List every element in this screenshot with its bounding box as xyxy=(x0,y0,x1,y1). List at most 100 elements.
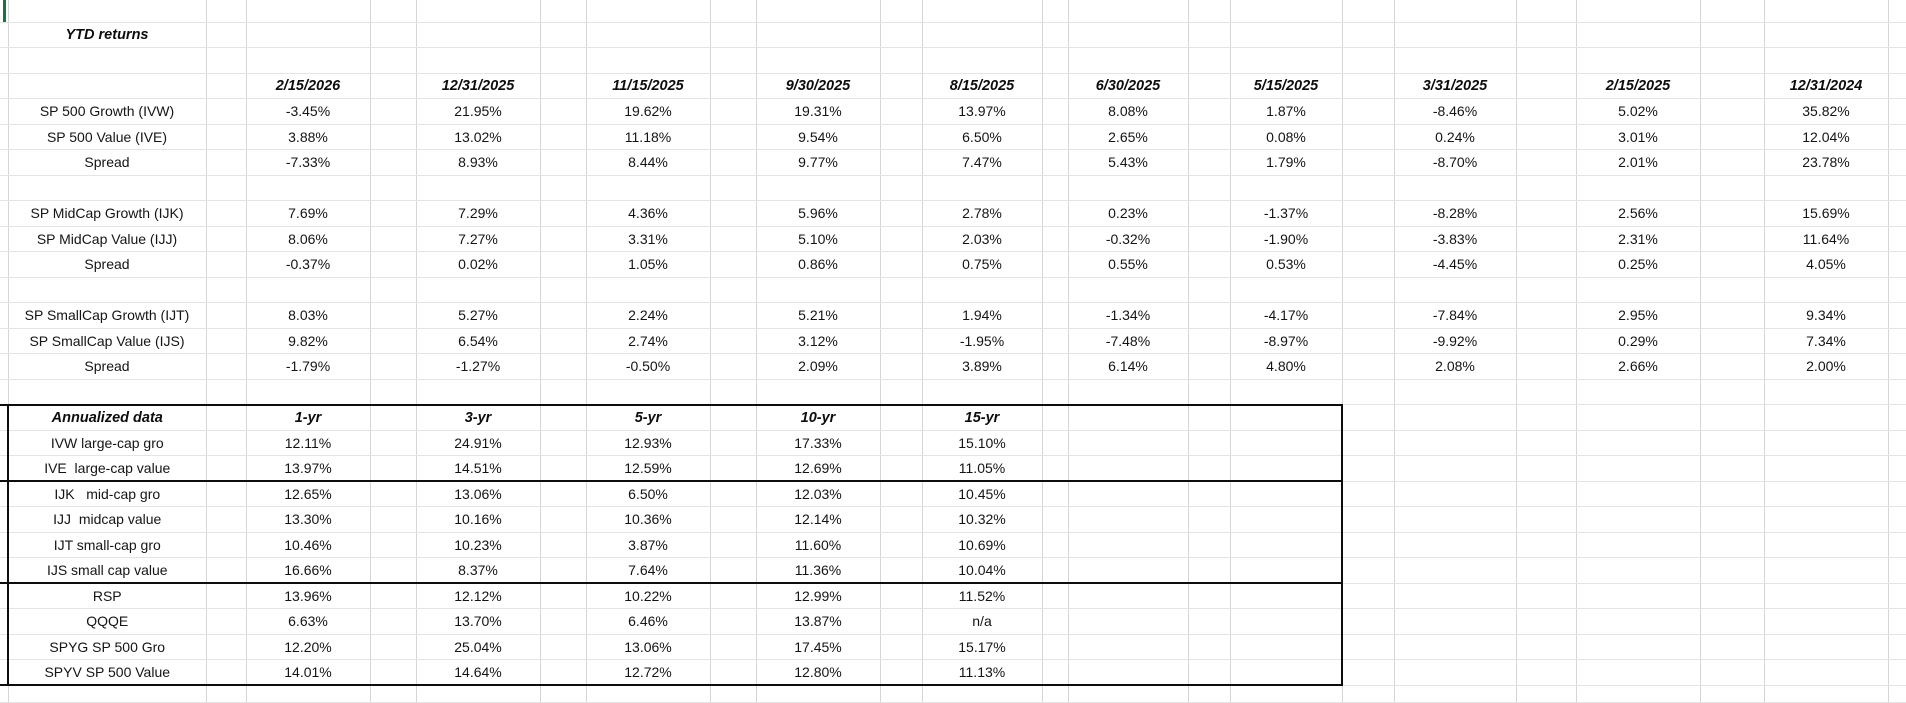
cell[interactable] xyxy=(0,175,9,201)
cell[interactable] xyxy=(1888,277,1906,303)
cell[interactable] xyxy=(880,353,923,380)
cell[interactable] xyxy=(586,379,711,405)
cell[interactable] xyxy=(1700,404,1765,431)
cell[interactable] xyxy=(370,685,417,703)
cell[interactable]: -4.17% xyxy=(1230,302,1343,329)
cell[interactable]: 1.87% xyxy=(1230,98,1343,125)
cell[interactable] xyxy=(1394,22,1517,48)
cell[interactable] xyxy=(1068,403,1189,431)
cell[interactable] xyxy=(1042,583,1069,609)
cell[interactable] xyxy=(1516,659,1577,686)
cell[interactable]: 10.69% xyxy=(922,532,1043,558)
cell[interactable] xyxy=(1888,634,1906,660)
cell[interactable] xyxy=(710,328,757,354)
cell[interactable] xyxy=(1188,506,1231,533)
cell[interactable] xyxy=(1516,557,1577,584)
cell[interactable]: 24.91% xyxy=(416,430,541,456)
cell[interactable] xyxy=(8,175,207,201)
row-label[interactable]: QQQE xyxy=(7,608,207,635)
cell[interactable] xyxy=(1888,251,1906,278)
cell[interactable] xyxy=(206,302,247,329)
cell[interactable]: 8.44% xyxy=(586,149,711,176)
cell[interactable] xyxy=(206,98,247,125)
period-header[interactable]: 10-yr xyxy=(756,403,881,431)
cell[interactable] xyxy=(1888,404,1906,431)
cell[interactable] xyxy=(8,73,207,99)
cell[interactable] xyxy=(1188,353,1231,380)
row-label[interactable]: SPYV SP 500 Value xyxy=(7,659,207,686)
cell[interactable] xyxy=(1888,226,1906,252)
cell[interactable] xyxy=(370,659,417,686)
cell[interactable] xyxy=(1516,0,1577,23)
cell[interactable] xyxy=(1042,608,1069,635)
row-label[interactable]: RSP xyxy=(7,583,207,609)
cell[interactable] xyxy=(1230,47,1343,74)
cell[interactable]: 1.94% xyxy=(922,302,1043,329)
cell[interactable]: 2.65% xyxy=(1068,124,1189,150)
cell[interactable] xyxy=(1700,22,1765,48)
cell[interactable] xyxy=(880,583,923,609)
cell[interactable] xyxy=(1068,0,1189,23)
cell[interactable] xyxy=(710,73,757,99)
cell[interactable] xyxy=(206,557,247,584)
cell[interactable] xyxy=(0,506,9,533)
cell[interactable]: 0.86% xyxy=(756,251,881,278)
cell[interactable] xyxy=(1516,124,1577,150)
cell[interactable]: -7.48% xyxy=(1068,328,1189,354)
cell[interactable] xyxy=(1700,226,1765,252)
cell[interactable]: 12.80% xyxy=(756,659,881,686)
cell[interactable] xyxy=(0,481,9,507)
cell[interactable]: 13.97% xyxy=(922,98,1043,125)
cell[interactable] xyxy=(880,430,923,456)
cell[interactable] xyxy=(1394,47,1517,74)
cell[interactable] xyxy=(1042,149,1069,176)
cell[interactable] xyxy=(880,685,923,703)
cell[interactable] xyxy=(1042,685,1069,703)
cell[interactable] xyxy=(756,277,881,303)
cell[interactable]: -3.83% xyxy=(1394,226,1517,252)
cell[interactable] xyxy=(1516,634,1577,660)
cell[interactable] xyxy=(1188,175,1231,201)
cell[interactable] xyxy=(1700,685,1765,703)
cell[interactable]: 19.31% xyxy=(756,98,881,125)
cell[interactable] xyxy=(1700,175,1765,201)
cell[interactable] xyxy=(1188,685,1231,703)
cell[interactable] xyxy=(206,430,247,456)
row-label[interactable]: SP MidCap Value (IJJ) xyxy=(8,226,207,252)
cell[interactable] xyxy=(1516,175,1577,201)
cell[interactable] xyxy=(540,608,587,635)
cell[interactable] xyxy=(1068,277,1189,303)
cell[interactable]: -1.79% xyxy=(246,353,371,380)
cell[interactable] xyxy=(540,175,587,201)
cell[interactable]: 3.01% xyxy=(1576,124,1701,150)
cell[interactable] xyxy=(206,200,247,227)
cell[interactable] xyxy=(1516,532,1577,558)
cell[interactable] xyxy=(0,277,9,303)
cell[interactable] xyxy=(1576,0,1701,23)
cell[interactable]: 6.46% xyxy=(586,608,711,635)
cell[interactable] xyxy=(1068,659,1189,686)
cell[interactable] xyxy=(1394,685,1517,703)
cell[interactable] xyxy=(1342,557,1395,584)
cell[interactable] xyxy=(0,226,9,252)
cell[interactable] xyxy=(922,0,1043,23)
cell[interactable]: 0.23% xyxy=(1068,200,1189,227)
row-label[interactable]: IJS small cap value xyxy=(7,557,207,584)
cell[interactable] xyxy=(1888,430,1906,456)
date-header[interactable]: 8/15/2025 xyxy=(922,73,1043,99)
cell[interactable]: 0.29% xyxy=(1576,328,1701,354)
cell[interactable] xyxy=(880,47,923,74)
cell[interactable] xyxy=(1188,430,1231,456)
cell[interactable] xyxy=(206,481,247,507)
date-header[interactable]: 11/15/2025 xyxy=(586,73,711,99)
cell[interactable]: 12.14% xyxy=(756,506,881,533)
cell[interactable] xyxy=(540,98,587,125)
cell[interactable] xyxy=(1516,481,1577,507)
cell[interactable] xyxy=(1516,583,1577,609)
cell[interactable] xyxy=(1042,0,1069,23)
period-header[interactable]: 3-yr xyxy=(416,403,541,431)
cell[interactable] xyxy=(1188,634,1231,660)
cell[interactable] xyxy=(1188,149,1231,176)
cell[interactable] xyxy=(1188,455,1231,482)
cell[interactable] xyxy=(922,379,1043,405)
